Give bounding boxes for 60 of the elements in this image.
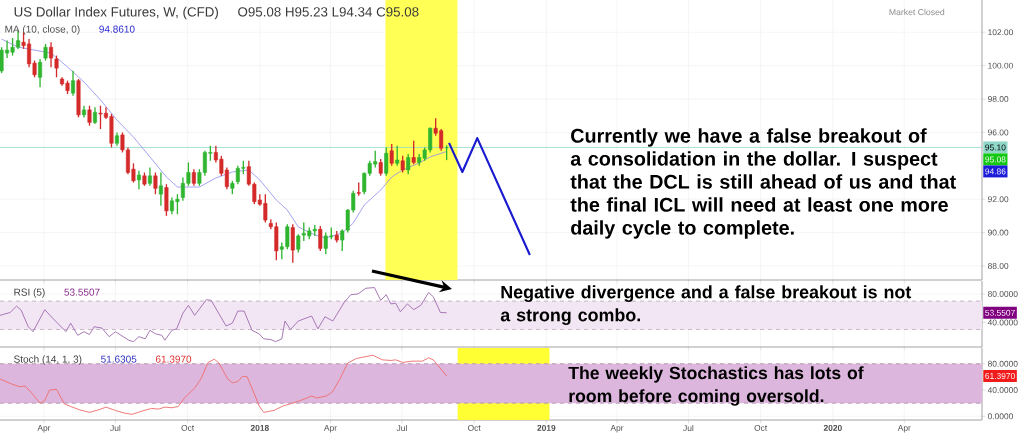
candlestick — [87, 105, 92, 127]
series-label: MA (10, close, 0) — [5, 25, 80, 35]
annotation: 95.08 — [985, 156, 1006, 163]
x-tick-label: 2019 — [537, 424, 556, 431]
candlestick — [395, 145, 400, 167]
x-tick-label: Apr — [897, 424, 911, 433]
y-tick-label: 100.00 — [988, 62, 1013, 69]
candlestick — [389, 143, 394, 167]
line-series — [447, 137, 531, 257]
candlestick — [164, 183, 169, 217]
x-tick-label: 2020 — [823, 424, 842, 431]
y-tick-label: 0.0000 — [987, 413, 1013, 420]
candlestick — [153, 171, 158, 195]
ref-line-label: 95.10 — [985, 144, 1006, 151]
line-series — [0, 354, 448, 415]
candlestick — [318, 225, 323, 252]
y-tick-label: 88.00 — [987, 262, 1009, 269]
y-tick-label: 80.0000 — [987, 360, 1018, 367]
x-tick-label: Jul — [110, 424, 121, 432]
candlestick — [136, 170, 141, 190]
y-tick-label: 40.0000 — [987, 387, 1018, 394]
annotation: 61.3970 — [155, 355, 192, 363]
x-tick-label: Oct — [754, 424, 768, 431]
x-tick-label: Apr — [323, 424, 337, 433]
annotation: 53.5507 — [64, 288, 100, 296]
candlestick — [411, 140, 416, 165]
annotation: 94.8610 — [99, 25, 135, 33]
annotation: The weekly Stochastics has lots of room before coming oversold. — [568, 366, 864, 406]
chart-title: US Dollar Index Futures, W, (CFD) — [14, 6, 218, 20]
annotation: Market Closed — [889, 8, 945, 16]
candlestick — [38, 58, 43, 88]
x-tick-label: Apr — [610, 424, 624, 433]
y-tick-label: 96.00 — [988, 129, 1009, 136]
text: RSI (5) — [14, 288, 45, 298]
y-tick-label: 102.00 — [988, 29, 1013, 36]
x-tick-label: Apr — [37, 424, 51, 433]
y-tick-label: 80.0000 — [987, 290, 1018, 297]
candlestick — [384, 146, 389, 177]
x-tick-label: Jul — [683, 424, 694, 432]
candlestick — [406, 153, 411, 175]
y-tick-label: 98.00 — [988, 96, 1009, 102]
annotation: 61.3970 — [985, 373, 1015, 379]
annotation: 53.5507 — [985, 309, 1015, 316]
text: 94.86 — [985, 168, 1006, 175]
text: Stoch (14, 1, 3) — [14, 355, 82, 365]
candlestick — [71, 69, 76, 97]
x-tick-label: Oct — [181, 424, 195, 431]
x-tick-label: Jul — [396, 424, 407, 432]
line-series — [0, 287, 448, 343]
y-tick-label: 90.00 — [988, 229, 1009, 236]
candlestick — [158, 171, 163, 207]
y-tick-label: 40.0000 — [987, 319, 1018, 326]
x-tick-label: 2018 — [250, 424, 269, 431]
annotation: Currently we have a false breakout of a consolidation in the dollar. I suspect that the DCL is still ahead of us and that the final ICL will need at least one more daily cycle to complete. — [570, 128, 956, 239]
annotation: Negative divergence and a false breakout is not a strong combo. — [500, 285, 912, 325]
candlestick — [147, 166, 152, 187]
x-tick-label: Oct — [467, 424, 481, 431]
annotation: 51.6305 — [101, 355, 137, 363]
y-tick-label: 92.00 — [988, 196, 1009, 203]
candlestick — [290, 223, 295, 264]
